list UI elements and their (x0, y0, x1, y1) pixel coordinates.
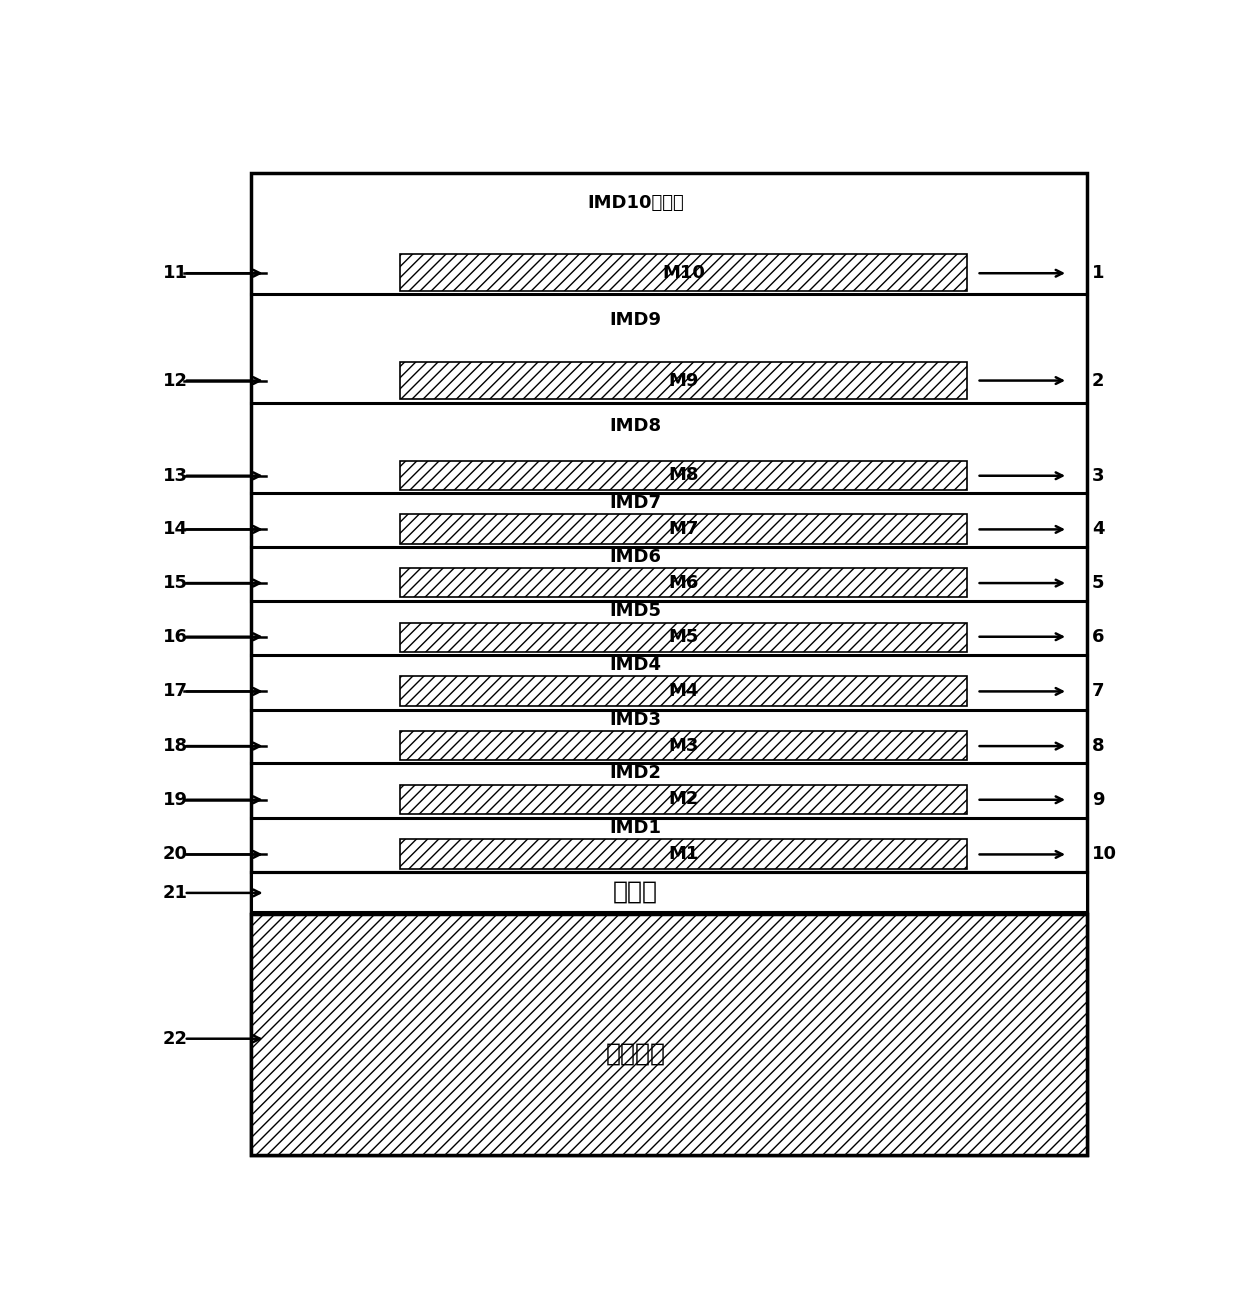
Text: 9: 9 (1092, 790, 1105, 809)
Text: 18: 18 (162, 738, 187, 755)
Text: 13: 13 (162, 467, 187, 485)
Bar (250, 914, 1087, 1155)
Text: M10: M10 (662, 264, 706, 281)
Bar (401, 731, 967, 760)
Text: M9: M9 (668, 372, 698, 389)
Text: 10: 10 (1092, 846, 1117, 864)
Text: IMD6: IMD6 (610, 548, 661, 565)
Text: 硅材底层: 硅材底层 (605, 1041, 666, 1066)
Text: 12: 12 (162, 372, 187, 389)
Bar (401, 568, 967, 597)
Text: 5: 5 (1092, 575, 1105, 592)
Text: M3: M3 (668, 736, 698, 755)
Bar (401, 514, 967, 543)
Text: M7: M7 (668, 519, 698, 538)
Bar (401, 676, 967, 706)
Text: M2: M2 (668, 790, 698, 809)
Text: 19: 19 (162, 790, 187, 809)
Text: 1: 1 (1092, 264, 1105, 283)
Text: IMD1: IMD1 (610, 819, 661, 838)
Text: 16: 16 (162, 627, 187, 646)
Text: 21: 21 (162, 884, 187, 902)
Text: 22: 22 (162, 1030, 187, 1048)
Bar (401, 839, 967, 869)
Text: 14: 14 (162, 521, 187, 538)
Bar (401, 254, 967, 292)
Bar (250, 174, 1087, 1155)
Text: 11: 11 (162, 264, 187, 283)
Text: 2: 2 (1092, 372, 1105, 389)
Text: 8: 8 (1092, 738, 1105, 755)
Text: M8: M8 (668, 467, 699, 484)
Text: M4: M4 (668, 682, 698, 700)
Text: M1: M1 (668, 846, 698, 863)
Text: 钒化层: 钒化层 (613, 880, 658, 903)
Text: M5: M5 (668, 629, 698, 646)
Bar (401, 622, 967, 652)
Text: 3: 3 (1092, 467, 1105, 485)
Text: 20: 20 (162, 846, 187, 864)
Text: IMD8: IMD8 (609, 417, 662, 435)
Text: 4: 4 (1092, 521, 1105, 538)
Text: IMD9: IMD9 (610, 310, 661, 329)
Text: IMD10合并层: IMD10合并层 (587, 195, 684, 212)
Bar (401, 363, 967, 398)
Text: 17: 17 (162, 682, 187, 701)
Bar (401, 460, 967, 490)
Text: 15: 15 (162, 575, 187, 592)
Text: M6: M6 (668, 573, 698, 592)
Text: IMD5: IMD5 (610, 602, 661, 621)
Text: 6: 6 (1092, 627, 1105, 646)
Text: IMD7: IMD7 (610, 494, 661, 512)
Text: IMD3: IMD3 (610, 711, 661, 729)
Text: 7: 7 (1092, 682, 1105, 701)
Text: IMD4: IMD4 (610, 656, 661, 675)
Bar (250, 872, 1087, 913)
Bar (401, 785, 967, 814)
Text: IMD2: IMD2 (610, 764, 661, 782)
